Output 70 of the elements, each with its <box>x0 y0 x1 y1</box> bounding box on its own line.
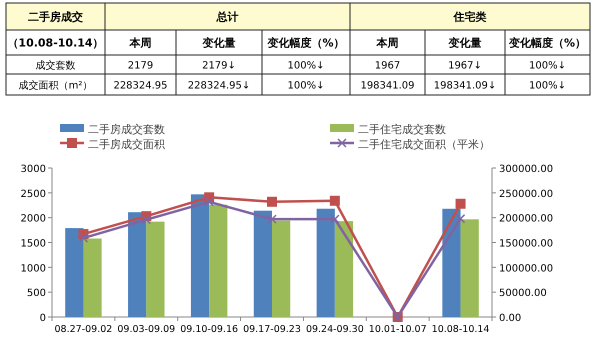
y2-tick-label: 50000.00 <box>499 288 547 300</box>
y-tick-label: 500 <box>26 288 46 300</box>
text: 228324.95 <box>113 80 168 92</box>
text: 变化量 <box>202 36 236 50</box>
text: 本周 <box>376 36 398 50</box>
text: 228324.95↓ <box>188 80 250 92</box>
x-tick-label: 10.08-10.14 <box>432 324 490 335</box>
point <box>456 198 466 209</box>
x-tick-label: 08.27-09.02 <box>54 324 112 335</box>
y2-tick-label: 300000.00 <box>499 164 554 175</box>
bar <box>146 222 165 317</box>
point <box>204 197 214 207</box>
x-tick-label: 09.17-09.23 <box>243 324 301 335</box>
legend-label: 二手房成交套数 <box>88 123 165 136</box>
bar <box>460 219 479 317</box>
y-tick-label: 2500 <box>20 188 46 200</box>
legend-label: 二手住宅成交面积（平米） <box>358 138 490 151</box>
y-tick-label: 2000 <box>20 214 46 225</box>
point <box>267 214 277 224</box>
point <box>330 214 340 224</box>
y2-tick-label: 200000.00 <box>499 214 554 225</box>
y2-tick-label: 0.00 <box>499 313 522 324</box>
y-tick-label: 1500 <box>20 238 46 250</box>
bar <box>442 208 461 317</box>
legend-label: 二手房成交面积 <box>88 138 165 151</box>
bar <box>83 238 102 317</box>
y-tick-label: 1000 <box>20 263 46 274</box>
text: 成交面积（m²） <box>18 80 92 92</box>
text: 2179↓ <box>202 60 236 72</box>
bar <box>65 228 84 317</box>
bar <box>190 194 210 317</box>
y2-tick-label: 150000.00 <box>499 238 554 250</box>
point <box>142 214 152 224</box>
text: 100%↓ <box>288 60 324 72</box>
point <box>456 214 466 224</box>
point <box>78 233 88 243</box>
bar <box>334 221 354 317</box>
text: 变化量 <box>448 36 482 50</box>
y2-tick-label: 250000.00 <box>499 188 554 200</box>
text: 2179 <box>128 60 154 72</box>
text: 1967↓ <box>448 60 482 72</box>
text: （10.08-10.14） <box>7 36 104 50</box>
text: 变化幅度（%） <box>266 36 345 50</box>
text: 1967 <box>374 60 400 72</box>
x-tick-label: 09.24-09.30 <box>306 324 364 335</box>
y-tick-label: 0 <box>40 313 46 324</box>
text: 成交套数 <box>36 60 76 72</box>
bar <box>272 220 290 317</box>
text: 本周 <box>128 36 152 50</box>
y-tick-label: 3000 <box>20 164 46 175</box>
y2-tick-label: 100000.00 <box>499 263 554 274</box>
bar <box>209 204 228 317</box>
text: 总计 <box>216 10 238 24</box>
text: 二手房成交 <box>28 10 83 24</box>
text: 198341.09↓ <box>434 80 496 92</box>
text: 100%↓ <box>529 60 566 72</box>
point <box>330 196 340 206</box>
legend-label: 二手住宅成交套数 <box>358 123 446 136</box>
x-tick-label: 09.03-09.09 <box>117 324 176 335</box>
bar <box>316 208 335 317</box>
x-tick-label: 09.10-09.16 <box>180 324 238 335</box>
text: 住宅类 <box>452 10 486 24</box>
text: 198341.09 <box>360 80 415 92</box>
bar <box>128 212 146 317</box>
text: 100%↓ <box>288 80 324 92</box>
text: 变化幅度（%） <box>508 36 586 50</box>
bar <box>254 210 272 317</box>
text: 100%↓ <box>529 80 566 92</box>
point <box>267 196 277 207</box>
x-tick-label: 10.01-10.07 <box>368 324 427 335</box>
